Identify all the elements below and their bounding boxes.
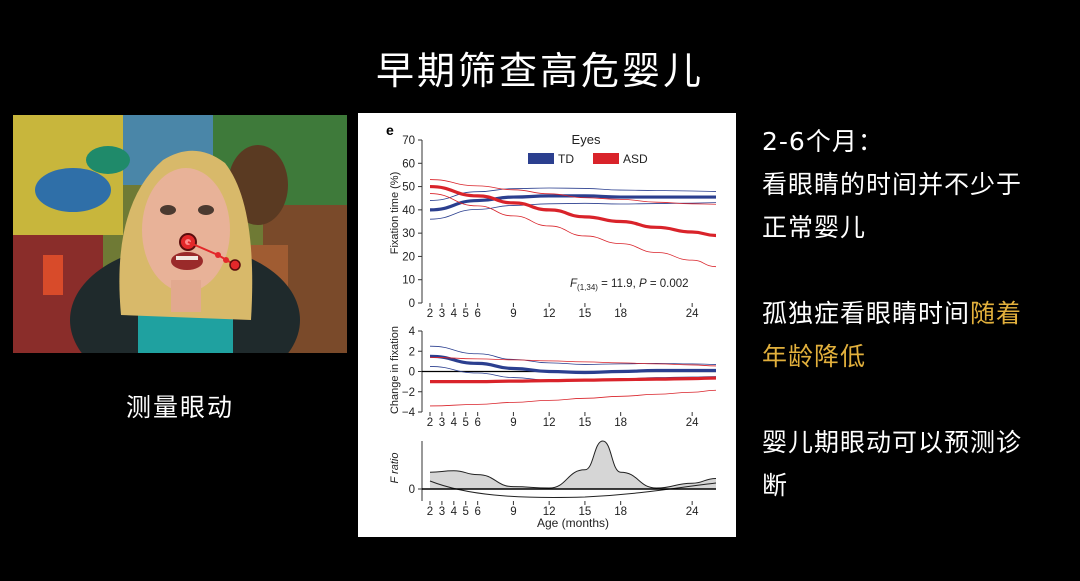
- panel2-ytick-label: 2: [409, 346, 415, 358]
- panel1-ytick-label: 0: [409, 298, 415, 310]
- panel2-ytick-label: 0: [409, 367, 415, 379]
- panel1-ytick-label: 30: [402, 228, 415, 240]
- panel3-ytick-label: 0: [409, 484, 415, 496]
- woman-face-photo: [13, 115, 347, 353]
- panel3-xtick-label: 24: [686, 506, 699, 518]
- panel1-ytick-label: 10: [402, 275, 415, 287]
- panel2-asd-line: [429, 376, 717, 384]
- panel1-td-line: [429, 194, 716, 212]
- note-line-5-highlight: 年龄降低: [762, 342, 867, 371]
- notes-panel: 2-6个月： 看眼睛的时间并不少于 正常婴儿 孤独症看眼睛时间随着 年龄降低 婴…: [762, 120, 1072, 507]
- note-line-age-range: 2-6个月：: [762, 127, 884, 156]
- panel1-xtick-label: 24: [686, 308, 699, 320]
- panel1-asd-ci-lower: [429, 193, 717, 268]
- panel2-xtick-label: 15: [579, 417, 592, 429]
- panel1-xtick-label: 3: [439, 308, 445, 320]
- panel1-xtick-label: 12: [543, 308, 556, 320]
- panel2-xtick-label: 3: [439, 417, 445, 429]
- panel-letter: e: [386, 122, 394, 138]
- legend-title: Eyes: [572, 132, 601, 147]
- panel2-xtick-label: 6: [474, 417, 480, 429]
- panel1-ytick-label: 50: [402, 182, 415, 194]
- panel2-xtick-label: 2: [427, 417, 433, 429]
- f-statistic-annotation: F(1,34) = 11.9, P = 0.002: [570, 278, 689, 292]
- panel2-asd-ci-lower: [429, 389, 717, 407]
- panel1-xtick-label: 9: [510, 308, 516, 320]
- note-line-2: 看眼睛的时间并不少于: [762, 170, 1023, 199]
- panel3-f-ratio-line: [429, 440, 717, 489]
- panel1-ytick-label: 70: [402, 135, 415, 147]
- panel2-ytick-label: −4: [402, 407, 416, 419]
- panel1-td-ci-upper: [429, 187, 717, 201]
- panel3-ylabel: F ratio: [389, 453, 401, 484]
- panel3-xtick-label: 5: [463, 506, 469, 518]
- panel1-xtick-label: 4: [451, 308, 458, 320]
- panel2-asd-ci-upper: [429, 356, 717, 367]
- panel1-xtick-label: 18: [614, 308, 627, 320]
- panel2-xtick-label: 24: [686, 417, 699, 429]
- photo-caption: 测量眼动: [125, 393, 234, 422]
- note-line-3: 正常婴儿: [762, 213, 867, 242]
- legend-td-swatch: [528, 153, 554, 164]
- note-line-4: 孤独症看眼睛时间随着: [762, 292, 1072, 335]
- panel3-xtick-label: 15: [579, 506, 592, 518]
- eye-tracking-video-frame: [13, 115, 347, 353]
- panel2-xtick-label: 4: [451, 417, 458, 429]
- panel2-td-ci-upper: [429, 345, 717, 365]
- panel1-ylabel: Fixation time (%): [389, 172, 401, 255]
- legend-asd-swatch: [593, 153, 619, 164]
- panel2-ytick-label: −2: [402, 387, 415, 399]
- note-line-4-plain: 孤独症看眼睛时间: [762, 299, 971, 328]
- panel3-xtick-label: 6: [474, 506, 480, 518]
- fixation-chart: e Eyes TD ASD F(1,34) = 11.9, P = 0.002 …: [386, 122, 717, 530]
- x-axis-label: Age (months): [537, 516, 609, 530]
- panel1-xtick-label: 15: [579, 308, 592, 320]
- panel1-ytick-label: 60: [402, 158, 415, 170]
- panel2-td-line: [429, 354, 716, 375]
- panel2-ytick-label: 4: [409, 326, 416, 338]
- panel3-xtick-label: 18: [614, 506, 627, 518]
- note-line-4-highlight: 随着: [970, 299, 1023, 328]
- panel3-f-ratio-area: [430, 441, 716, 489]
- eye-fixation-figure: e Eyes TD ASD F(1,34) = 11.9, P = 0.002 …: [358, 113, 736, 537]
- panel3-critical-curve: [429, 480, 717, 498]
- note-line-7: 断: [762, 471, 789, 500]
- panel2-xtick-label: 9: [510, 417, 516, 429]
- legend-asd: ASD: [593, 152, 648, 166]
- panel1-ytick-label: 20: [402, 251, 415, 263]
- panel3-xtick-label: 12: [543, 506, 556, 518]
- panel1-xtick-label: 5: [463, 308, 469, 320]
- legend-td-label: TD: [558, 152, 574, 166]
- legend-td: TD: [528, 152, 574, 166]
- panel1-asd-line: [429, 184, 717, 238]
- panel1-xtick-label: 2: [427, 308, 433, 320]
- slide-title: 早期筛查高危婴儿: [375, 49, 704, 93]
- panel1-asd-ci-upper: [429, 179, 717, 205]
- panel3-xtick-label: 4: [451, 506, 458, 518]
- note-line-6: 婴儿期眼动可以预测诊: [762, 428, 1023, 457]
- panel2-xtick-label: 12: [543, 417, 556, 429]
- panel3-xtick-label: 9: [510, 506, 516, 518]
- panel2-xtick-label: 18: [614, 417, 627, 429]
- panel1-xtick-label: 6: [474, 308, 480, 320]
- panel3-xtick-label: 3: [439, 506, 445, 518]
- panel2-ylabel: Change in fixation: [389, 326, 401, 414]
- panel3-xtick-label: 2: [427, 506, 433, 518]
- legend-asd-label: ASD: [623, 152, 648, 166]
- panel1-ytick-label: 40: [402, 205, 415, 217]
- panel2-xtick-label: 5: [463, 417, 469, 429]
